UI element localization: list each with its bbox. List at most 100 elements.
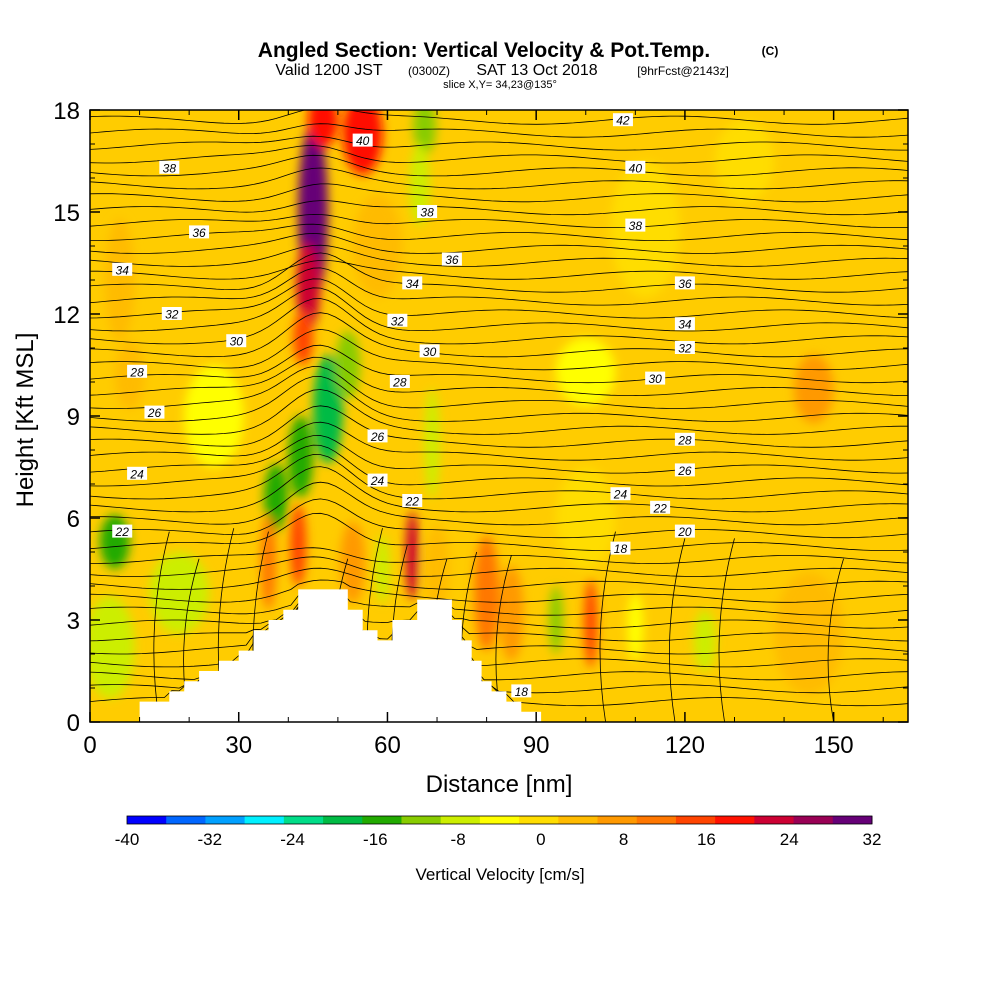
contour-label-bg bbox=[402, 276, 423, 290]
isentrope-line bbox=[90, 454, 908, 500]
contour-label-bg bbox=[159, 160, 180, 174]
colorbar-swatch bbox=[440, 816, 481, 824]
contour-label: 36 bbox=[674, 276, 695, 291]
isentrope-line bbox=[90, 601, 908, 629]
isentrope-line bbox=[90, 344, 908, 384]
contour-label-bg bbox=[226, 334, 247, 348]
contour-label-text: 38 bbox=[629, 219, 643, 233]
contour-label: 18 bbox=[610, 541, 631, 556]
contour-label: 30 bbox=[226, 334, 247, 349]
velocity-cell bbox=[296, 242, 321, 331]
colorbar-swatch bbox=[715, 816, 755, 824]
velocity-cell bbox=[290, 504, 307, 586]
slice-label: slice X,Y= 34,23@135° bbox=[443, 79, 557, 91]
isentrope-line bbox=[90, 328, 908, 371]
contour-label-text: 32 bbox=[391, 314, 405, 328]
isentrope-line bbox=[669, 538, 686, 722]
isentrope-line bbox=[90, 375, 908, 422]
contour-label: 38 bbox=[625, 218, 646, 233]
contour-label-text: 28 bbox=[392, 376, 407, 390]
colorbar-swatch bbox=[401, 816, 442, 824]
colorbar-frame bbox=[126, 815, 873, 825]
title-unit: (C) bbox=[762, 44, 779, 58]
isentrope-line bbox=[90, 498, 908, 539]
isentrope-line bbox=[90, 556, 908, 577]
colorbar-swatch bbox=[323, 816, 363, 824]
contour-label-text: 36 bbox=[192, 226, 206, 240]
contour-label: 36 bbox=[189, 225, 210, 240]
subtitle-zulu: (0300Z) bbox=[408, 64, 450, 78]
velocity-cell bbox=[413, 110, 437, 155]
contour-label-bg bbox=[674, 341, 695, 354]
isentrope-line bbox=[90, 200, 908, 216]
colorbar-swatch bbox=[127, 816, 167, 824]
contour-label-bg bbox=[189, 225, 210, 239]
contour-label-bg bbox=[610, 487, 631, 501]
contour-label: 28 bbox=[389, 375, 410, 390]
contour-label: 26 bbox=[367, 429, 388, 444]
colorbar-swatch bbox=[558, 816, 599, 824]
isentrope-line bbox=[90, 260, 908, 280]
velocity-cell bbox=[264, 463, 288, 532]
contour-label-text: 24 bbox=[613, 488, 628, 502]
colorbar-tick-label: 0 bbox=[536, 830, 545, 849]
velocity-cell bbox=[335, 331, 361, 399]
contour-label-bg bbox=[650, 500, 671, 514]
y-tick-label: 6 bbox=[67, 506, 80, 533]
isentrope-line bbox=[90, 365, 908, 409]
chart-title: Angled Section: Vertical Velocity & Pot.… bbox=[258, 39, 710, 62]
contour-label-text: 28 bbox=[677, 433, 692, 447]
colorbar-swatch bbox=[166, 816, 206, 824]
velocity-cell bbox=[556, 467, 616, 569]
contour-label: 36 bbox=[441, 252, 462, 267]
contour-label-text: 36 bbox=[445, 253, 459, 267]
contour-label-text: 34 bbox=[678, 318, 692, 332]
isentrope-line bbox=[90, 244, 908, 267]
isentrope-line bbox=[718, 538, 735, 722]
isentrope-line bbox=[90, 466, 908, 513]
contour-label: 24 bbox=[367, 473, 388, 488]
isentrope-line bbox=[90, 232, 908, 254]
contour-label-bg bbox=[419, 344, 440, 358]
contour-label-bg bbox=[674, 524, 695, 538]
contour-label-bg bbox=[511, 684, 532, 698]
contour-label-bg bbox=[417, 205, 438, 218]
contour-label: 20 bbox=[674, 524, 695, 539]
velocity-cell bbox=[693, 609, 716, 672]
contour-label-bg bbox=[112, 524, 133, 538]
subtitle-forecast: [9hrFcst@2143z] bbox=[637, 64, 729, 78]
isentrope-line bbox=[90, 278, 908, 319]
potential-temperature-contours bbox=[90, 110, 908, 722]
isentrope-line bbox=[90, 123, 908, 138]
isentrope-line bbox=[90, 405, 908, 448]
contour-label-bg bbox=[127, 466, 148, 480]
contour-label-text: 18 bbox=[614, 542, 628, 556]
contour-label-bg bbox=[625, 218, 646, 232]
contour-label-text: 38 bbox=[420, 206, 434, 220]
isentrope-line bbox=[90, 154, 908, 177]
contour-label-bg bbox=[610, 541, 631, 555]
x-tick-label: 120 bbox=[665, 732, 705, 759]
colorbar-tick-label: -24 bbox=[280, 830, 305, 849]
colorbar-swatch bbox=[636, 816, 677, 824]
contour-label-text: 26 bbox=[677, 464, 692, 478]
isentrope-line bbox=[90, 312, 908, 358]
contour-label: 22 bbox=[112, 524, 133, 539]
velocity-cell bbox=[499, 565, 524, 661]
contour-label-text: 34 bbox=[406, 277, 420, 291]
isentrope-line bbox=[599, 531, 616, 722]
contour-label-bg bbox=[144, 405, 165, 419]
y-tick-label: 3 bbox=[67, 608, 80, 635]
contour-label: 28 bbox=[674, 432, 695, 447]
contour-label-bg bbox=[625, 160, 646, 174]
y-tick-label: 12 bbox=[53, 302, 80, 329]
colorbar-swatch bbox=[519, 816, 559, 824]
isentrope-line bbox=[90, 287, 908, 332]
colorbar-tick-label: -8 bbox=[451, 830, 466, 849]
velocity-cell bbox=[293, 310, 314, 365]
contour-labels: 42 40 40 38 38 38 36 36 36 34 34 34 32 32 32 30 30 30 28 28… bbox=[112, 113, 695, 699]
contour-label: 34 bbox=[112, 262, 133, 277]
contour-label: 38 bbox=[417, 205, 438, 220]
